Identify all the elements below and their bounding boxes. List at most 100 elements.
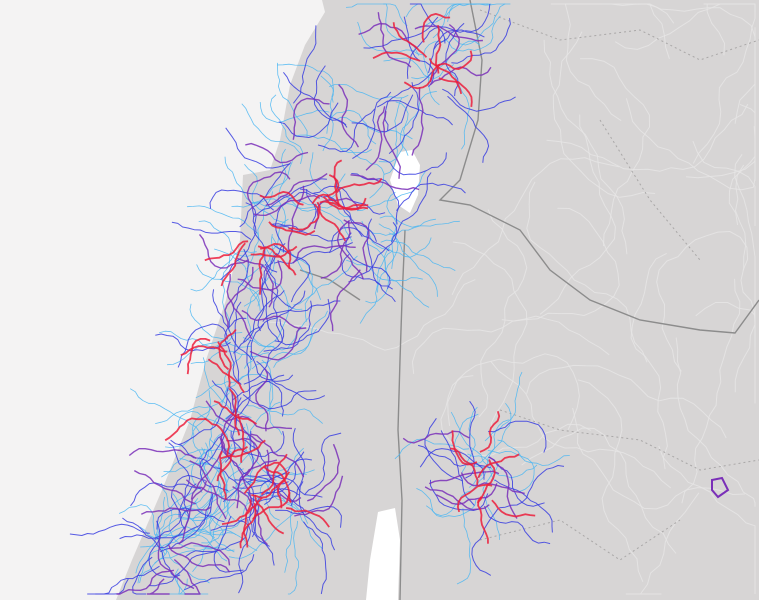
route-track xyxy=(190,437,224,500)
route-track xyxy=(703,3,755,56)
route-track xyxy=(155,333,231,352)
route-track xyxy=(396,182,466,211)
route-track xyxy=(154,493,213,540)
route-track xyxy=(192,502,235,572)
route-track xyxy=(352,91,392,160)
route-track xyxy=(424,418,463,482)
route-track xyxy=(468,402,512,465)
route-track xyxy=(428,470,500,485)
route-track xyxy=(579,58,650,247)
route-track xyxy=(195,350,252,399)
route-track xyxy=(303,521,327,595)
route-track xyxy=(284,491,293,573)
route-track xyxy=(161,448,234,478)
route-track xyxy=(186,338,211,375)
route-track xyxy=(235,339,252,417)
route-track xyxy=(226,273,253,340)
route-track xyxy=(192,481,254,532)
route-track xyxy=(365,243,389,304)
route-track xyxy=(288,203,320,231)
route-track xyxy=(250,433,305,478)
route-track xyxy=(572,407,745,510)
route-track xyxy=(435,50,473,70)
route-track xyxy=(345,3,408,27)
route-track xyxy=(336,177,383,193)
route-track xyxy=(170,439,239,485)
route-track xyxy=(238,520,251,594)
route-track xyxy=(313,185,386,215)
minor-border-line xyxy=(479,9,759,61)
route-track xyxy=(293,255,358,306)
route-track xyxy=(625,492,700,595)
route-track xyxy=(243,318,285,385)
route-track xyxy=(178,468,244,510)
route-track xyxy=(220,391,235,457)
route-track xyxy=(199,397,242,468)
route-track xyxy=(494,479,553,533)
route-track xyxy=(429,23,460,83)
route-track xyxy=(711,476,730,499)
route-track xyxy=(207,358,245,394)
route-track xyxy=(204,240,249,262)
route-track xyxy=(159,494,214,553)
route-track xyxy=(230,430,285,457)
route-track xyxy=(317,108,376,153)
route-track xyxy=(237,401,281,468)
route-track xyxy=(154,533,228,562)
route-track xyxy=(421,13,451,43)
route-track xyxy=(320,220,351,279)
route-track xyxy=(433,3,491,50)
route-track xyxy=(264,263,283,342)
route-track xyxy=(245,202,278,273)
route-track xyxy=(477,496,489,544)
route-track xyxy=(456,508,471,585)
route-track xyxy=(497,439,570,466)
minor-border-line xyxy=(499,409,759,471)
route-track xyxy=(734,154,756,347)
route-track xyxy=(214,248,261,311)
route-track xyxy=(128,448,197,460)
route-track xyxy=(350,174,420,191)
route-track xyxy=(388,82,420,154)
route-track xyxy=(168,542,231,566)
activity-routes xyxy=(69,3,730,595)
route-track xyxy=(476,459,496,504)
route-track xyxy=(423,40,447,106)
route-track xyxy=(242,318,309,351)
route-track xyxy=(357,21,424,56)
route-track xyxy=(346,259,423,282)
route-track xyxy=(457,483,493,513)
route-track xyxy=(165,390,212,448)
route-track xyxy=(625,98,756,191)
route-track xyxy=(209,189,275,211)
route-track xyxy=(333,159,343,207)
route-track xyxy=(208,483,235,553)
route-track xyxy=(546,103,749,172)
route-track xyxy=(638,3,756,124)
route-track xyxy=(391,172,432,243)
borders xyxy=(299,0,759,600)
route-track xyxy=(275,505,342,528)
route-track xyxy=(154,547,235,564)
route-track xyxy=(243,499,252,548)
route-track xyxy=(273,244,311,303)
route-track xyxy=(311,174,340,205)
route-track xyxy=(336,219,364,280)
route-track xyxy=(277,62,308,137)
border-line xyxy=(299,269,361,301)
route-track xyxy=(428,58,463,95)
route-track xyxy=(491,499,536,518)
route-track xyxy=(253,195,321,216)
route-track xyxy=(95,578,129,595)
route-track xyxy=(328,227,390,254)
route-track xyxy=(488,420,547,453)
route-track xyxy=(343,219,370,272)
route-track xyxy=(288,198,353,242)
route-track xyxy=(148,549,221,587)
route-track xyxy=(221,438,253,503)
route-track xyxy=(224,373,272,411)
route-track xyxy=(178,480,208,545)
route-track xyxy=(692,140,756,226)
